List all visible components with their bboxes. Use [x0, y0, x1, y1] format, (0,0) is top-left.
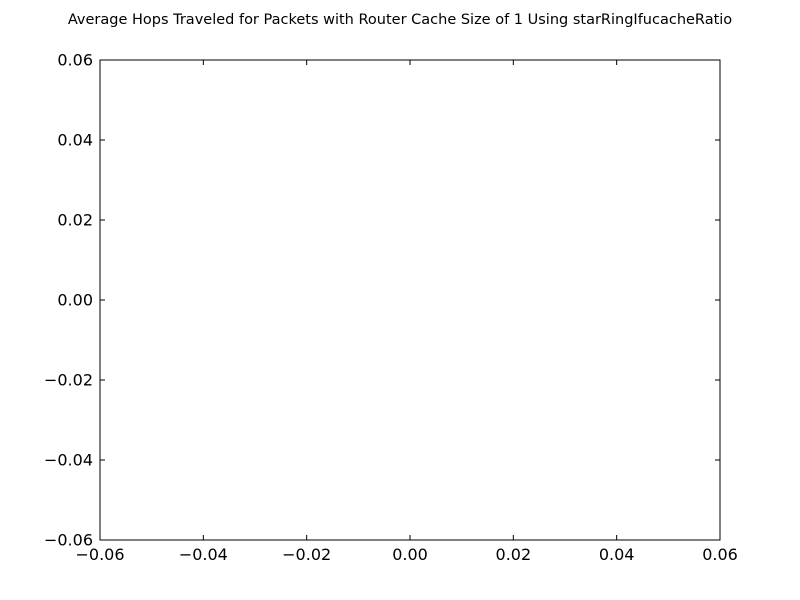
y-tick-label: 0.04: [57, 131, 93, 150]
x-tick-label: 0.04: [599, 545, 635, 564]
y-tick-label: 0.00: [57, 291, 93, 310]
y-axis: −0.06 −0.04 −0.02 0.00 0.02 0.04 0.06: [44, 51, 720, 550]
x-axis: −0.06 −0.04 −0.02 0.00 0.02 0.04 0.06: [75, 60, 738, 564]
y-tick-label: −0.02: [44, 371, 93, 390]
x-tick-label: 0.00: [392, 545, 428, 564]
x-tick-label: −0.04: [179, 545, 228, 564]
y-tick-label: −0.04: [44, 451, 93, 470]
y-tick-label: 0.06: [57, 51, 93, 70]
x-tick-label: −0.02: [282, 545, 331, 564]
y-tick-label: −0.06: [44, 531, 93, 550]
x-tick-label: 0.02: [496, 545, 532, 564]
plot-area: [99, 59, 721, 541]
x-tick-label: 0.06: [702, 545, 738, 564]
chart-title: Average Hops Traveled for Packets with R…: [68, 12, 732, 28]
x-tick-label: −0.06: [75, 545, 124, 564]
y-tick-label: 0.02: [57, 211, 93, 230]
